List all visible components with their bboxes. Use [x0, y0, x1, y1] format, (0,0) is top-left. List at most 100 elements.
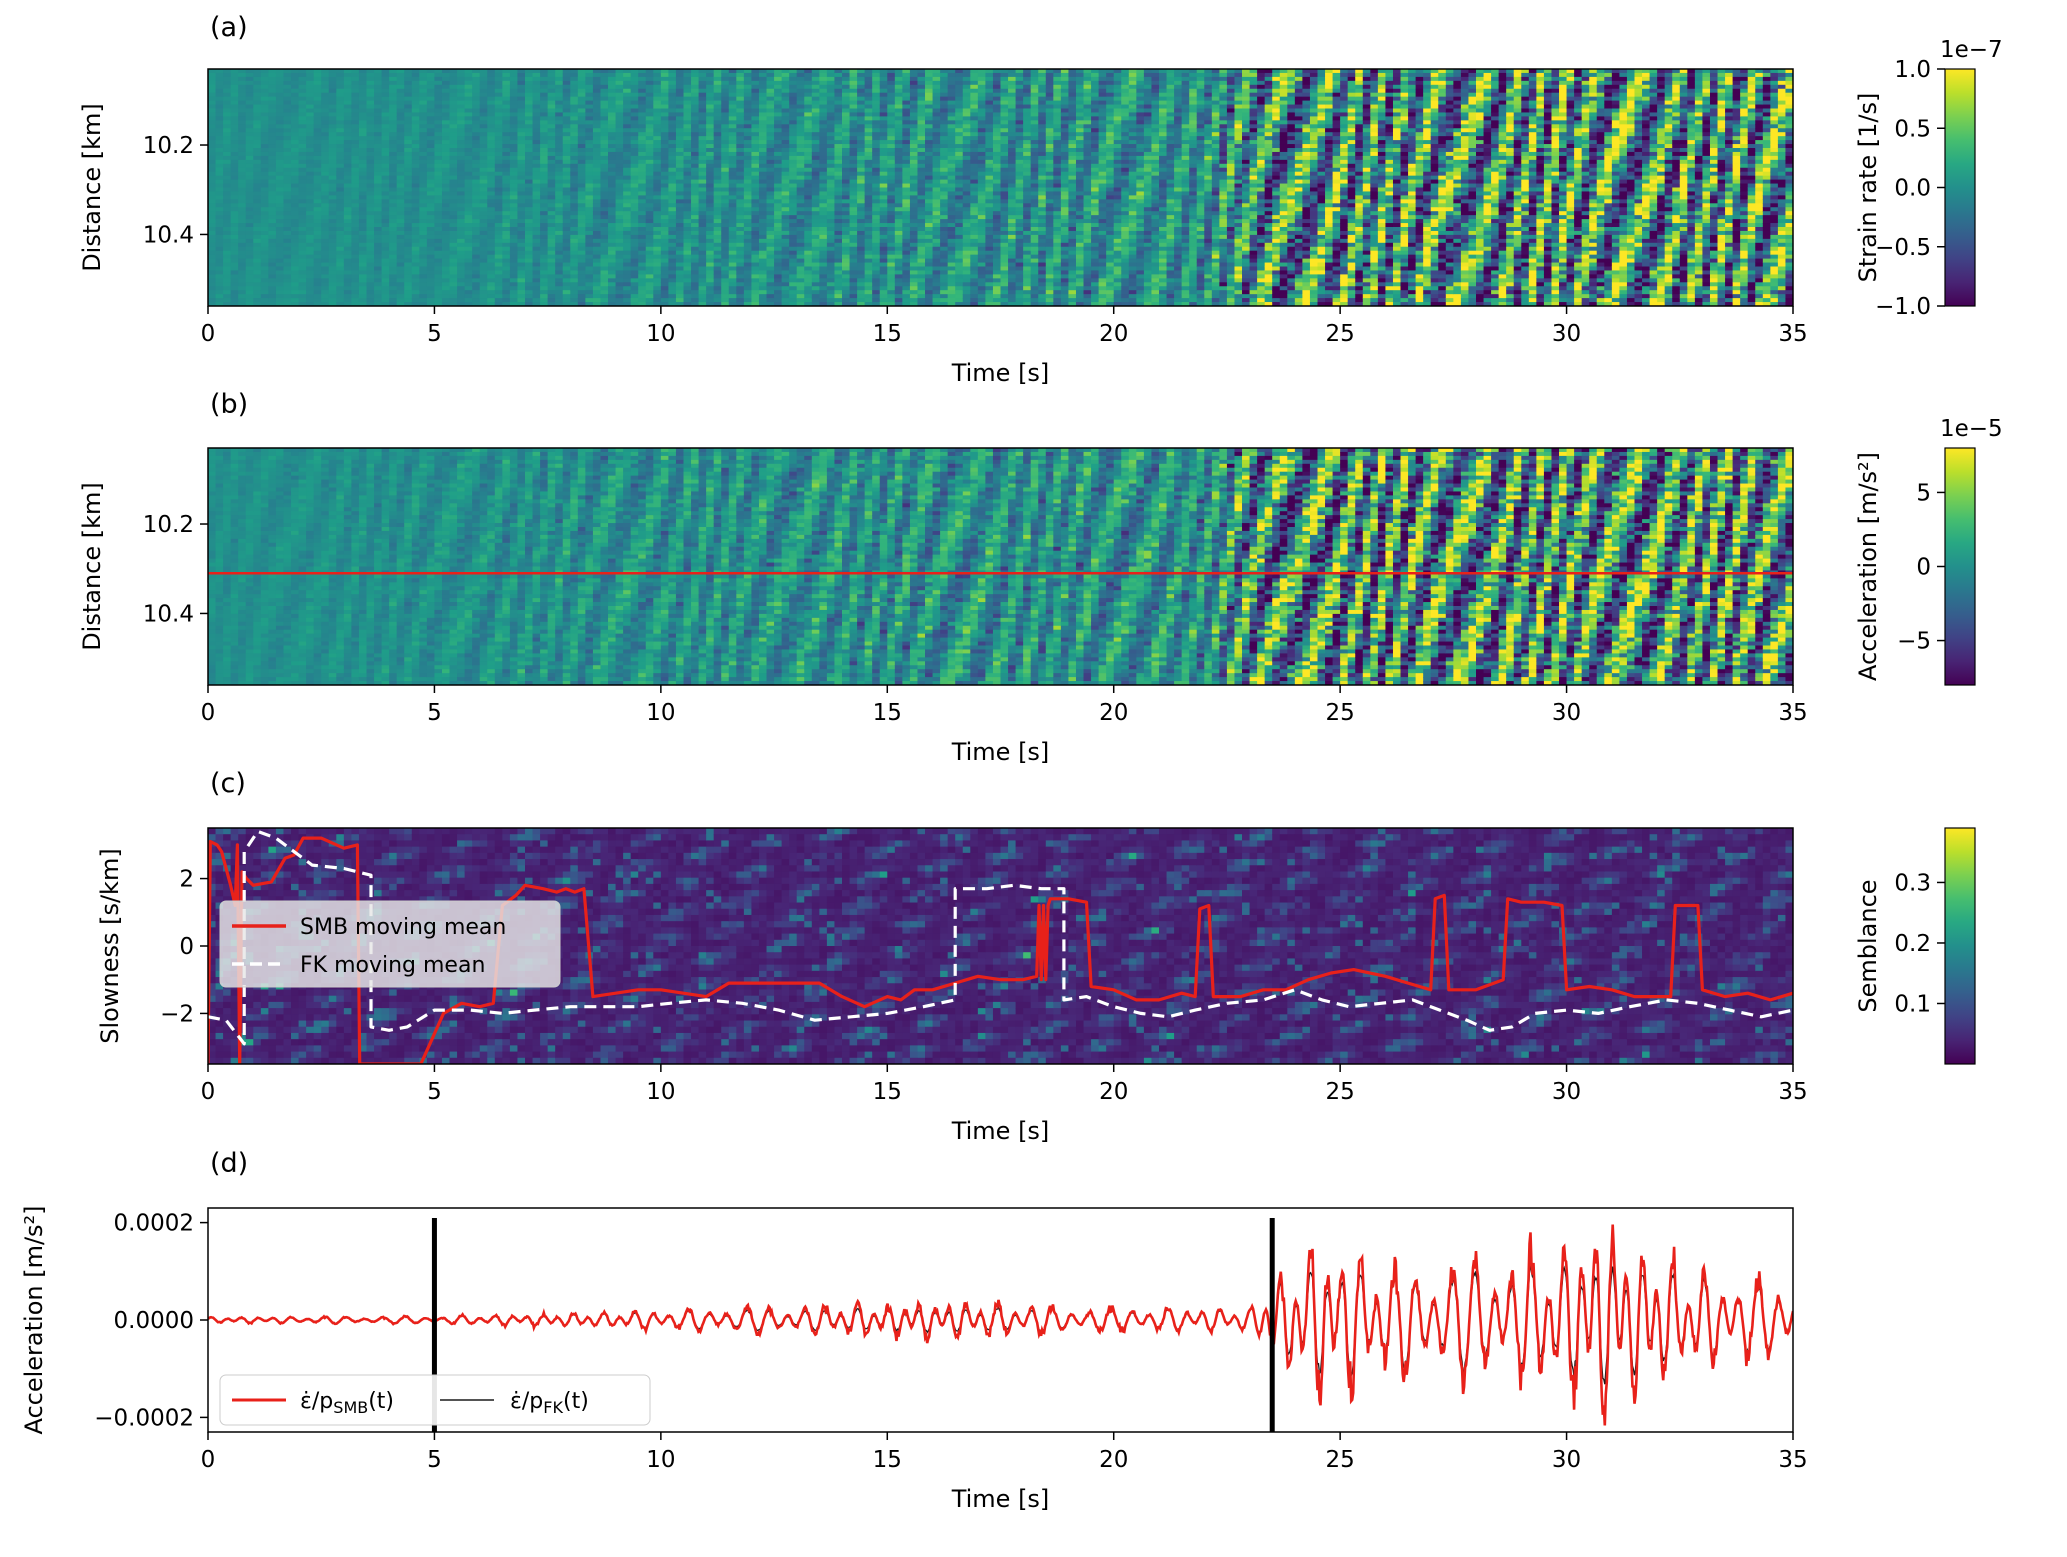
- heatmap-cell: [751, 76, 760, 82]
- heatmap-cell: [313, 171, 322, 177]
- heatmap-cell: [374, 290, 383, 295]
- heatmap-cell: [804, 92, 813, 98]
- heatmap-cell: [321, 175, 330, 181]
- heatmap-cell: [547, 88, 556, 94]
- heatmap-cell: [230, 238, 239, 244]
- heatmap-cell: [275, 163, 285, 169]
- heatmap-cell: [426, 215, 436, 220]
- heatmap-cell: [374, 108, 383, 114]
- heatmap-cell: [789, 96, 798, 102]
- heatmap-cell: [215, 258, 224, 264]
- heatmap-cell: [381, 219, 390, 224]
- heatmap-cell: [487, 242, 496, 248]
- heatmap-cell: [630, 96, 639, 102]
- heatmap-cell: [223, 219, 232, 224]
- heatmap-cell: [419, 151, 428, 157]
- heatmap-cell: [600, 112, 609, 117]
- heatmap-cell: [751, 294, 760, 299]
- heatmap-cell: [751, 128, 760, 133]
- heatmap-cell: [721, 84, 730, 90]
- heatmap-cell: [555, 207, 564, 212]
- heatmap-cell: [298, 298, 307, 303]
- heatmap-cell: [691, 179, 700, 185]
- heatmap-cell: [449, 207, 458, 212]
- heatmap-cell: [381, 227, 390, 232]
- heatmap-cell: [706, 132, 715, 137]
- heatmap-cell: [736, 203, 745, 208]
- heatmap-cell: [630, 227, 639, 232]
- heatmap-cell: [494, 136, 503, 141]
- heatmap-cell: [260, 76, 269, 82]
- heatmap-cell: [389, 163, 398, 169]
- heatmap-cell: [343, 274, 353, 279]
- heatmap-cell: [283, 104, 292, 110]
- heatmap-cell: [457, 227, 466, 232]
- heatmap-cell: [577, 223, 586, 228]
- heatmap-cell: [374, 207, 383, 212]
- heatmap-cell: [592, 159, 602, 165]
- heatmap-cell: [426, 286, 436, 291]
- heatmap-cell: [487, 128, 496, 133]
- heatmap-cell: [713, 100, 722, 106]
- heatmap-cell: [215, 144, 224, 149]
- heatmap-cell: [336, 278, 345, 283]
- heatmap-cell: [691, 191, 700, 196]
- heatmap-cell: [268, 136, 277, 141]
- heatmap-cell: [668, 163, 677, 169]
- heatmap-cell: [819, 250, 828, 256]
- heatmap-cell: [426, 183, 436, 189]
- heatmap-cell: [298, 274, 307, 279]
- heatmap-cell: [215, 159, 224, 165]
- heatmap-cell: [706, 128, 715, 133]
- heatmap-cell: [419, 203, 428, 208]
- heatmap-cell: [751, 270, 760, 275]
- heatmap-cell: [751, 211, 760, 216]
- heatmap-cell: [313, 223, 322, 228]
- heatmap-cell: [713, 76, 722, 82]
- heatmap-cell: [645, 199, 654, 204]
- heatmap-cell: [426, 199, 436, 204]
- heatmap-cell: [592, 211, 602, 216]
- heatmap-cell: [253, 124, 262, 129]
- heatmap-cell: [238, 112, 247, 117]
- heatmap-cell: [358, 250, 368, 256]
- heatmap-cell: [811, 124, 820, 129]
- heatmap-cell: [449, 88, 458, 94]
- heatmap-cell: [623, 100, 632, 106]
- heatmap-cell: [713, 132, 722, 137]
- heatmap-cell: [540, 227, 549, 232]
- heatmap-cell: [441, 167, 451, 173]
- heatmap-cell: [743, 136, 753, 141]
- heatmap-cell: [441, 140, 451, 145]
- heatmap-cell: [600, 124, 609, 129]
- heatmap-cell: [517, 179, 526, 185]
- heatmap-cell: [517, 159, 526, 165]
- heatmap-cell: [283, 191, 292, 196]
- heatmap-cell: [691, 76, 700, 82]
- heatmap-cell: [615, 69, 624, 74]
- heatmap-cell: [645, 92, 654, 98]
- heatmap-cell: [645, 203, 654, 208]
- heatmap-cell: [660, 270, 670, 275]
- heatmap-cell: [351, 274, 360, 279]
- heatmap-cell: [645, 266, 654, 272]
- heatmap-cell: [283, 242, 292, 248]
- heatmap-cell: [245, 120, 254, 125]
- heatmap-cell: [570, 207, 579, 212]
- heatmap-cell: [789, 104, 798, 110]
- heatmap-cell: [253, 163, 262, 169]
- heatmap-cell: [691, 144, 700, 149]
- heatmap-cell: [275, 274, 285, 279]
- heatmap-cell: [238, 254, 247, 260]
- heatmap-cell: [253, 179, 262, 185]
- heatmap-cell: [660, 96, 670, 102]
- heatmap-cell: [623, 96, 632, 102]
- heatmap-cell: [358, 298, 368, 303]
- heatmap-cell: [675, 159, 685, 165]
- heatmap-cell: [630, 140, 639, 145]
- heatmap-cell: [615, 282, 624, 287]
- heatmap-cell: [283, 120, 292, 125]
- heatmap-cell: [487, 116, 496, 121]
- heatmap-cell: [389, 159, 398, 165]
- heatmap-cell: [811, 100, 820, 106]
